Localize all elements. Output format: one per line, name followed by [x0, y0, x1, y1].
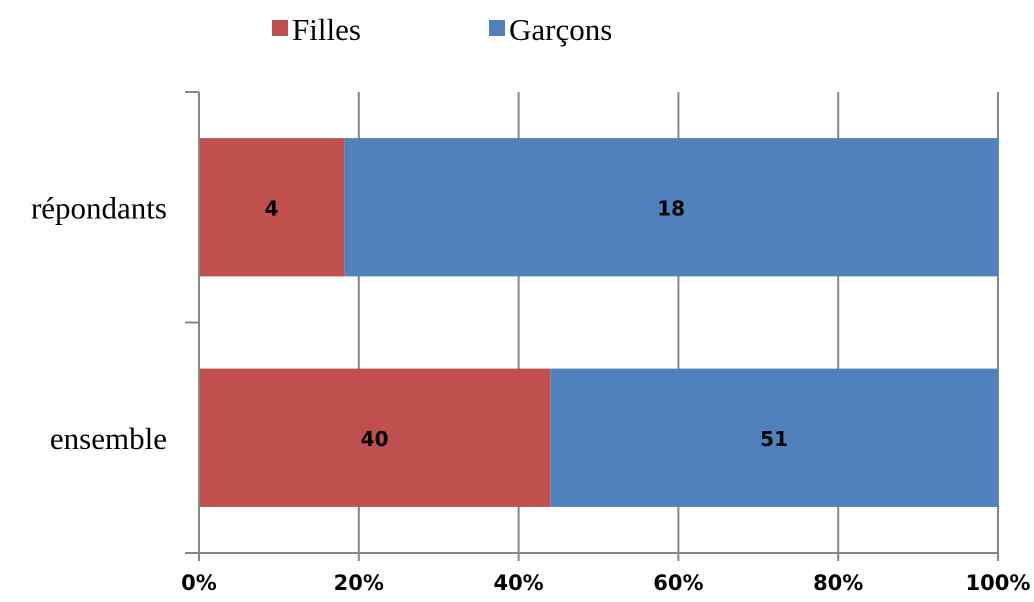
x-tick-label: 0%: [181, 571, 217, 595]
category-label: répondants: [31, 190, 167, 225]
legend: Filles Garçons: [272, 12, 612, 47]
category-labels: répondants ensemble: [31, 190, 167, 456]
bar-filles-0: [199, 138, 345, 277]
x-tick-label: 100%: [966, 571, 1031, 595]
x-tick-label: 20%: [334, 571, 384, 595]
data-label: 18: [657, 196, 685, 220]
category-label: ensemble: [50, 421, 167, 456]
legend-label: Garçons: [509, 12, 612, 47]
x-tick-label: 80%: [813, 571, 863, 595]
x-tick-label: 60%: [653, 571, 703, 595]
bar-filles-1: [199, 368, 551, 507]
bar-gar-ons-0: [344, 138, 999, 277]
legend-label: Filles: [292, 12, 361, 47]
bar-gar-ons-1: [550, 368, 998, 507]
data-label: 4: [265, 196, 279, 220]
data-label: 40: [361, 427, 389, 451]
bars: 4 18 40 51: [199, 138, 999, 507]
data-label: 51: [760, 427, 788, 451]
axes: [185, 91, 998, 554]
legend-swatch: [272, 20, 288, 36]
x-tick-labels: 0% 20% 40% 60% 80% 100%: [181, 571, 1030, 595]
x-tick-label: 40%: [493, 571, 543, 595]
legend-swatch: [489, 20, 505, 36]
